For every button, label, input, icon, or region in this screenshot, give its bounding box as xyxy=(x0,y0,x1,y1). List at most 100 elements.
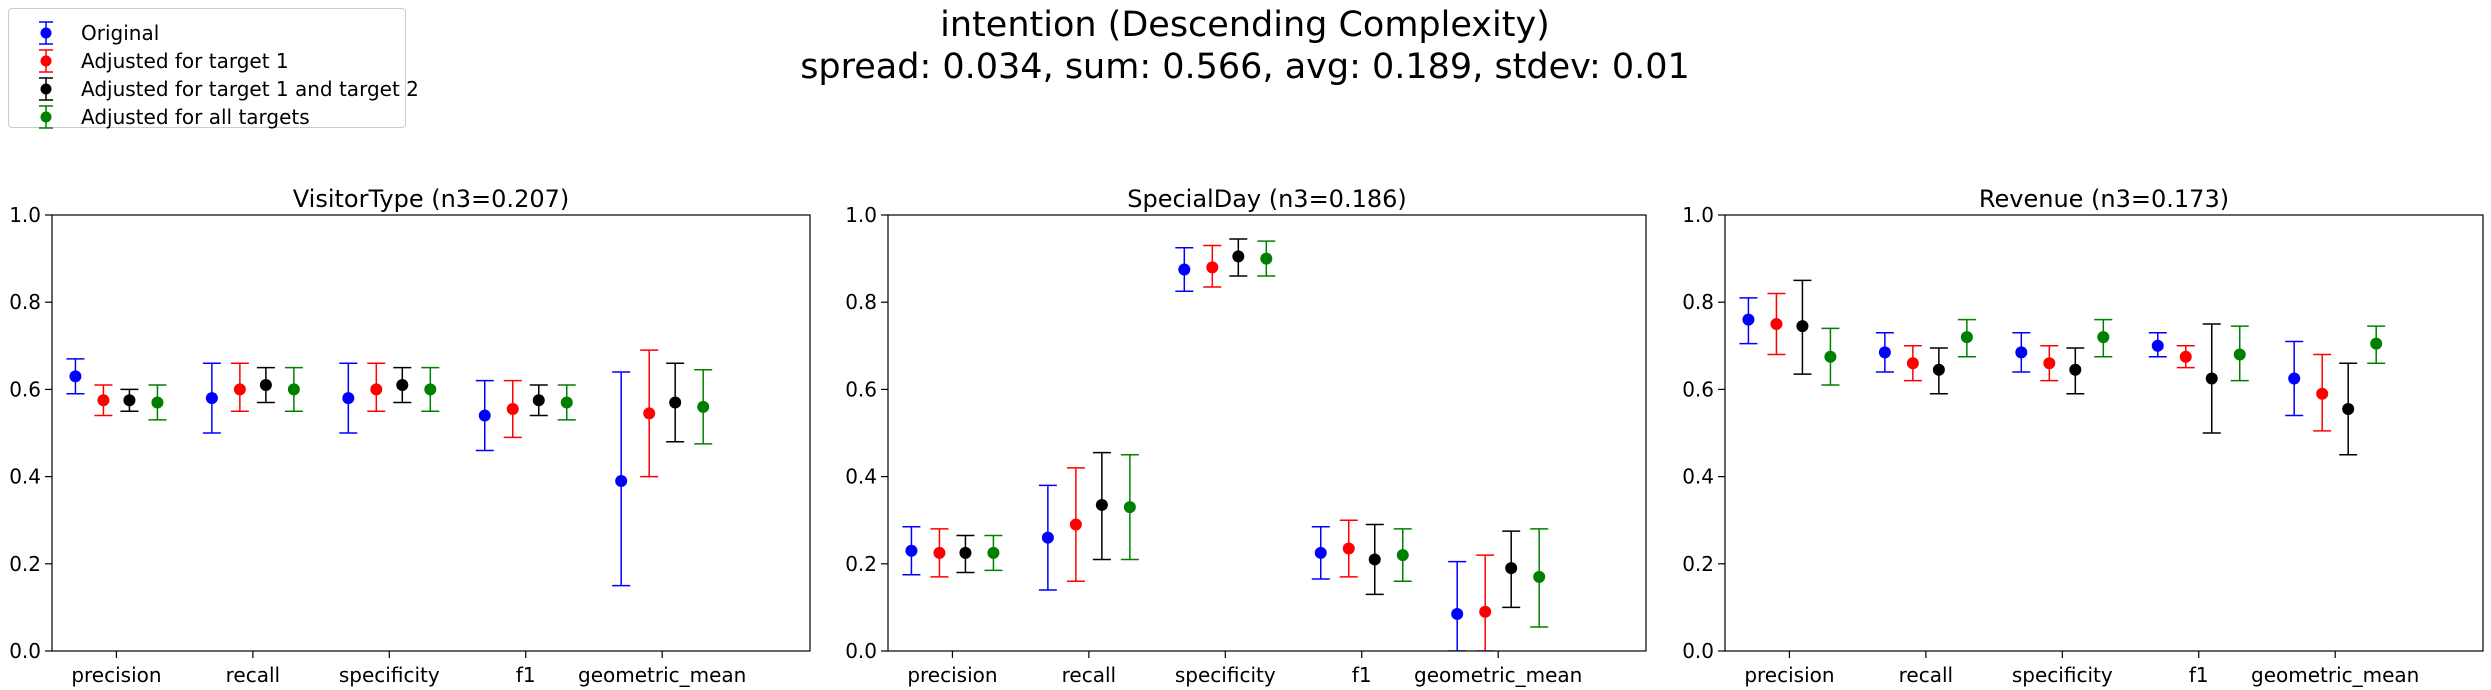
axes-frame xyxy=(887,214,1647,652)
data-point xyxy=(2370,337,2383,350)
legend-dot xyxy=(40,83,52,95)
data-point xyxy=(643,407,656,420)
figure-title-line-2: spread: 0.034, sum: 0.566, avg: 0.189, s… xyxy=(800,47,1690,87)
plot-area xyxy=(1739,279,2386,456)
data-point xyxy=(2151,339,2164,352)
data-point xyxy=(424,383,437,396)
data-point xyxy=(1368,553,1381,566)
data-point xyxy=(2015,346,2028,359)
data-point xyxy=(1095,498,1108,511)
plot-area xyxy=(902,238,1549,651)
data-point xyxy=(2342,403,2355,416)
x-tick-label: f1 xyxy=(1352,663,1372,687)
legend-label: Adjusted for target 1 xyxy=(81,49,289,73)
data-point xyxy=(370,383,383,396)
data-point xyxy=(1932,363,1945,376)
x-tick-label: geometric_mean xyxy=(1414,663,1582,687)
axes-frame xyxy=(51,214,811,652)
data-point xyxy=(1796,320,1809,333)
data-point xyxy=(342,392,355,405)
y-tick-label: 0.2 xyxy=(1682,552,1714,576)
data-point xyxy=(97,394,110,407)
data-point xyxy=(123,394,136,407)
chart-panel: VisitorType (n3=0.207) 0.0 0.2 0.4 0.6 0.8 1.0… xyxy=(9,185,811,687)
data-point xyxy=(2205,372,2218,385)
data-point xyxy=(959,546,972,559)
chart-panel: Revenue (n3=0.173) 0.0 0.2 0.4 0.6 0.8 1.0 prec… xyxy=(1682,185,2484,687)
x-tick-label: precision xyxy=(1744,663,1834,687)
chart-title: Revenue (n3=0.173) xyxy=(1979,185,2229,213)
data-point xyxy=(1770,318,1783,330)
data-point xyxy=(669,396,682,409)
data-point xyxy=(615,474,628,487)
data-point xyxy=(1824,350,1837,363)
data-point xyxy=(1451,607,1464,620)
x-tick-label: specificity xyxy=(339,663,440,687)
data-point xyxy=(396,379,409,392)
figure-title: intention (Descending Complexity) spread… xyxy=(600,4,1890,88)
data-point xyxy=(151,396,164,409)
y-tick-label: 1.0 xyxy=(1682,203,1714,227)
plot-area xyxy=(66,349,713,587)
data-point xyxy=(2179,350,2192,363)
data-point xyxy=(1960,331,1973,344)
data-point xyxy=(1533,570,1546,583)
data-point xyxy=(1123,501,1136,514)
x-tick-label: specificity xyxy=(2012,663,2113,687)
data-point xyxy=(287,383,300,396)
data-point xyxy=(478,409,491,422)
y-tick-label: 1.0 xyxy=(845,203,877,227)
legend-item-adjusted-all-targets: Adjusted for all targets xyxy=(19,103,399,131)
data-point xyxy=(560,396,573,409)
data-point xyxy=(69,370,82,383)
x-tick-label: geometric_mean xyxy=(2251,663,2419,687)
legend-dot xyxy=(40,55,52,67)
data-point xyxy=(1505,562,1518,575)
y-tick-label: 0.2 xyxy=(845,552,877,576)
chart-panel: SpecialDay (n3=0.186) 0.0 0.2 0.4 0.6 0.8 1.0 p… xyxy=(845,185,1647,687)
data-point xyxy=(2069,363,2082,376)
chart-title: VisitorType (n3=0.207) xyxy=(293,185,569,213)
data-point xyxy=(2097,331,2110,344)
y-tick-label: 0.4 xyxy=(1682,465,1714,489)
data-point xyxy=(205,392,218,405)
data-point xyxy=(905,544,918,557)
figure-title-line-1: intention (Descending Complexity) xyxy=(940,5,1550,45)
x-tick-label: specificity xyxy=(1175,663,1276,687)
data-point xyxy=(1314,546,1327,559)
data-point xyxy=(1396,549,1409,562)
y-tick-label: 0.4 xyxy=(845,465,877,489)
legend-item-adjusted-target-1-2: Adjusted for target 1 and target 2 xyxy=(19,75,419,103)
legend-item-adjusted-target-1: Adjusted for target 1 xyxy=(19,47,399,75)
data-point xyxy=(1041,531,1054,544)
data-point xyxy=(532,394,545,407)
legend-marker-icon xyxy=(39,49,53,73)
y-tick-label: 0.6 xyxy=(1682,377,1714,401)
y-tick-label: 0.4 xyxy=(9,465,41,489)
y-tick-label: 0.0 xyxy=(845,639,877,663)
data-point xyxy=(1260,252,1273,265)
data-point xyxy=(233,383,246,396)
data-point xyxy=(2316,387,2329,400)
legend-label: Adjusted for all targets xyxy=(81,105,310,129)
data-point xyxy=(1342,542,1355,555)
data-point xyxy=(1069,518,1082,531)
x-tick-label: geometric_mean xyxy=(578,663,746,687)
x-tick-label: precision xyxy=(907,663,997,687)
chart-title: SpecialDay (n3=0.186) xyxy=(1127,185,1407,213)
y-tick-label: 0.6 xyxy=(845,377,877,401)
x-tick-label: recall xyxy=(1899,663,1953,687)
y-tick-label: 0.2 xyxy=(9,552,41,576)
data-point xyxy=(1178,263,1191,276)
legend-label: Adjusted for target 1 and target 2 xyxy=(81,77,419,101)
x-tick-label: precision xyxy=(71,663,161,687)
data-point xyxy=(1742,313,1755,326)
y-tick-label: 0.8 xyxy=(845,290,877,314)
data-point xyxy=(506,403,519,416)
legend-dot xyxy=(40,111,52,123)
y-tick-label: 0.6 xyxy=(9,377,41,401)
data-point xyxy=(1878,346,1891,359)
y-tick-label: 0.8 xyxy=(9,290,41,314)
data-point xyxy=(2043,357,2056,370)
